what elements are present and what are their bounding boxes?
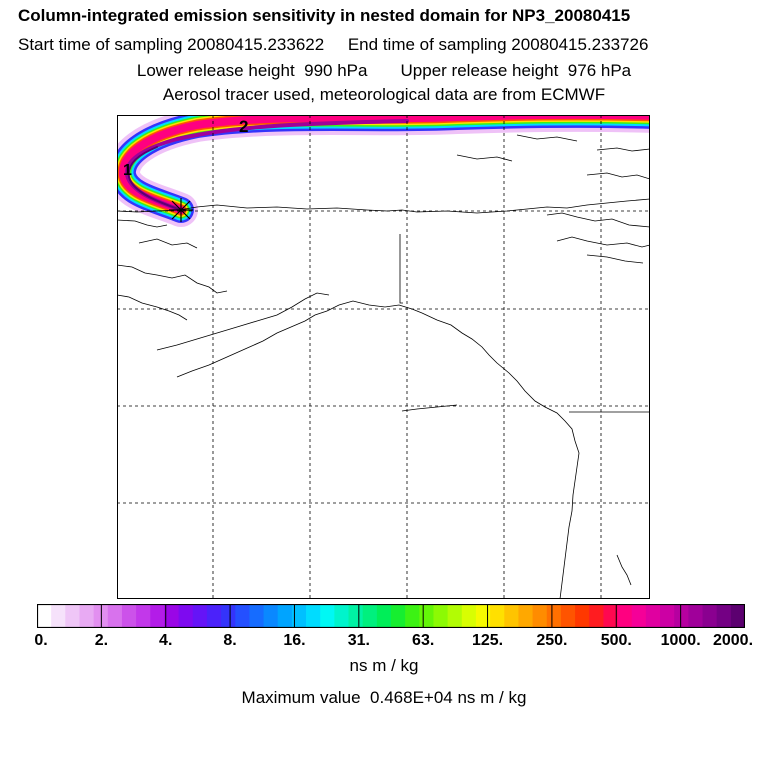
coastlines bbox=[117, 134, 650, 599]
colorbar-cell bbox=[504, 604, 520, 628]
colorbar-tick-label: 125. bbox=[471, 632, 504, 649]
upper-release-height: Upper release height 976 hPa bbox=[400, 61, 632, 80]
release-heights: Lower release height 990 hPa Upper relea… bbox=[0, 61, 768, 81]
colorbar-units: ns m / kg bbox=[349, 656, 419, 675]
contour-label-1: 1 bbox=[123, 162, 132, 179]
colorbar-tick-label: 16. bbox=[283, 632, 306, 649]
colorbar-cell bbox=[674, 604, 689, 628]
maximum-value: Maximum value 0.468E+04 ns m / kg bbox=[241, 688, 527, 707]
colorbar-cell bbox=[362, 604, 378, 628]
colorbar-cell bbox=[277, 604, 293, 628]
colorbar-cell bbox=[320, 604, 335, 628]
colorbar-cell bbox=[560, 604, 576, 628]
tracer-info: Aerosol tracer used, meteorological data… bbox=[162, 85, 606, 104]
colorbar-cell bbox=[433, 604, 449, 628]
colorbar-cell bbox=[532, 604, 548, 628]
colorbar-cell bbox=[291, 604, 307, 628]
colorbar-tick-label: 31. bbox=[347, 632, 370, 649]
colorbar-cell bbox=[475, 604, 491, 628]
colorbar-cell bbox=[79, 604, 95, 628]
colorbar-cell bbox=[518, 604, 534, 628]
colorbar-cell bbox=[51, 604, 66, 628]
colorbar-cell bbox=[617, 604, 633, 628]
colorbar-cell bbox=[575, 604, 590, 628]
map-frame bbox=[117, 115, 650, 599]
colorbar-cell bbox=[121, 604, 137, 628]
colorbar-cell bbox=[136, 604, 151, 628]
colorbar-tick-label: 2000. bbox=[712, 632, 754, 649]
colorbar-cell bbox=[164, 604, 180, 628]
colorbar-cell bbox=[178, 604, 194, 628]
colorbar-cell bbox=[631, 604, 647, 628]
colorbar-cell bbox=[249, 604, 265, 628]
colorbar-cell bbox=[235, 604, 250, 628]
colorbar-cell bbox=[589, 604, 604, 628]
colorbar-cell bbox=[688, 604, 704, 628]
colorbar-cell bbox=[192, 604, 208, 628]
contour-label-2: 2 bbox=[239, 117, 248, 136]
graticule bbox=[117, 115, 650, 599]
colorbar-tick-label: 63. bbox=[412, 632, 435, 649]
colorbar-cell bbox=[334, 604, 350, 628]
colorbar-cell bbox=[206, 604, 222, 628]
colorbar-cell bbox=[306, 604, 321, 628]
colorbar-cell bbox=[37, 604, 52, 628]
colorbar-cell bbox=[221, 604, 236, 628]
colorbar-tick-label: 8. bbox=[223, 632, 237, 649]
colorbar-tick-label: 250. bbox=[536, 632, 568, 649]
colorbar-cell bbox=[107, 604, 123, 628]
colorbar-tick-label: 4. bbox=[159, 632, 173, 649]
colorbar-cell bbox=[376, 604, 392, 628]
end-time: End time of sampling 20080415.233726 bbox=[347, 35, 649, 54]
colorbar-cell bbox=[405, 604, 420, 628]
sampling-times: Start time of sampling 20080415.233622 E… bbox=[18, 35, 648, 55]
plot-title: Column-integrated emission sensitivity i… bbox=[18, 6, 631, 25]
sensitivity-map: 2 1 bbox=[117, 115, 650, 599]
colorbar-cell bbox=[546, 604, 562, 628]
colorbar-tick-label: 1000. bbox=[660, 632, 701, 649]
colorbar-cell bbox=[419, 604, 435, 628]
colorbar-cell bbox=[645, 604, 661, 628]
colorbar-tick-label: 2. bbox=[94, 632, 109, 649]
colorbar-cell bbox=[65, 604, 81, 628]
colorbar-cell bbox=[702, 604, 718, 628]
colorbar-frame bbox=[37, 604, 745, 628]
colorbar-tick-label: 500. bbox=[600, 632, 632, 649]
map-background bbox=[117, 115, 650, 599]
colorbar-cell bbox=[730, 604, 745, 628]
colorbar-tick-label: 0. bbox=[34, 632, 48, 649]
release-point-marker bbox=[169, 198, 193, 222]
colorbar-cell bbox=[716, 604, 732, 628]
colorbar-cell bbox=[447, 604, 463, 628]
colorbar-cell bbox=[263, 604, 279, 628]
colorbar bbox=[37, 604, 745, 628]
start-time: Start time of sampling 20080415.233622 bbox=[18, 35, 325, 54]
colorbar-cell bbox=[150, 604, 166, 628]
lower-release-height: Lower release height 990 hPa bbox=[136, 61, 368, 80]
colorbar-cell bbox=[391, 604, 406, 628]
colorbar-cell bbox=[603, 604, 619, 628]
colorbar-cell bbox=[490, 604, 505, 628]
colorbar-cell bbox=[660, 604, 675, 628]
colorbar-cell bbox=[461, 604, 477, 628]
colorbar-cell bbox=[348, 604, 364, 628]
